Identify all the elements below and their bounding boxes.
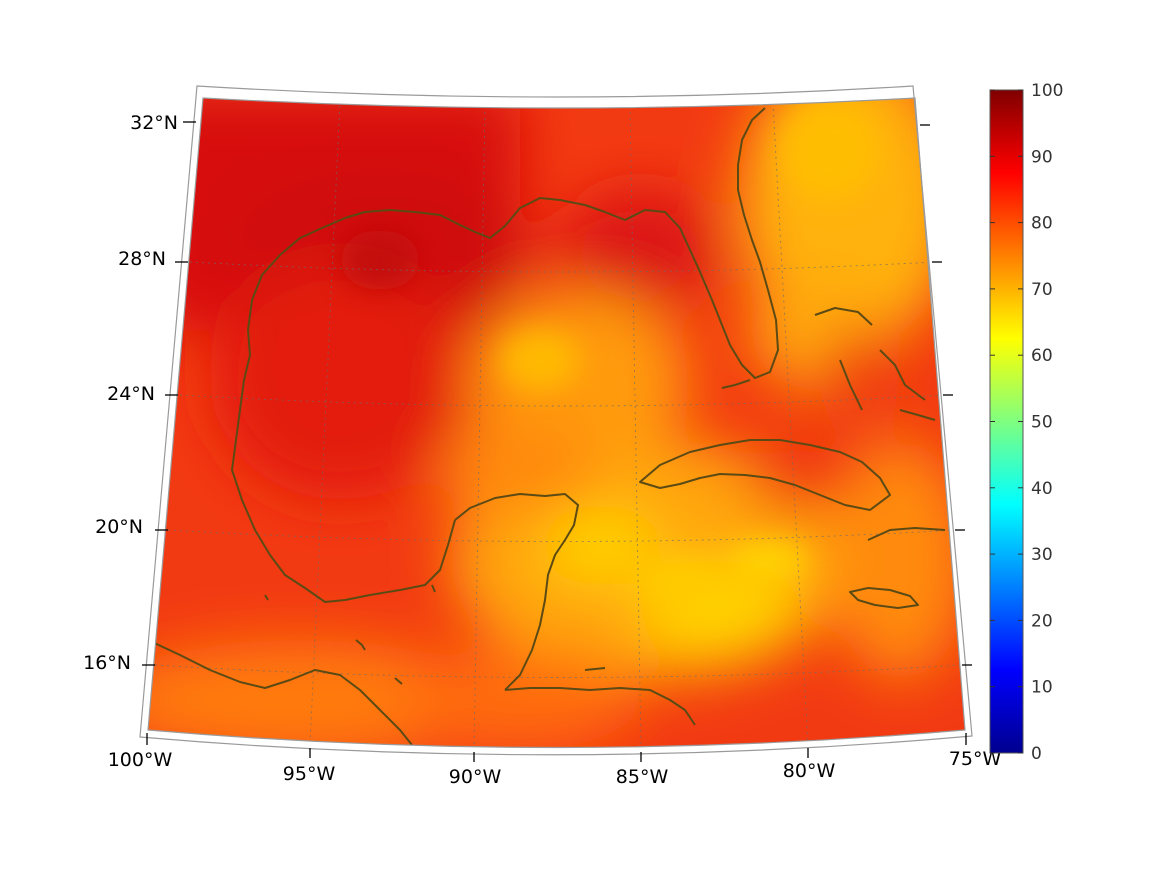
frame-ticks <box>142 121 972 762</box>
colorbar-label-90: 90 <box>1031 147 1053 167</box>
colorbar-label-30: 30 <box>1031 545 1053 565</box>
yucatan-coastline <box>454 493 579 691</box>
lon-label-100w: 100°W <box>108 749 173 771</box>
map-area <box>148 98 965 748</box>
lon-label-95w: 95°W <box>283 763 336 785</box>
longitude-labels: 100°W 95°W 90°W 85°W 80°W 75°W <box>108 748 1002 788</box>
lon-label-75w: 75°W <box>949 748 1002 770</box>
colorbar-label-0: 0 <box>1031 744 1042 764</box>
field-detail <box>340 100 880 600</box>
small-islands <box>264 584 606 685</box>
lat-label-28n: 28°N <box>118 248 166 270</box>
colorbar-label-100: 100 <box>1031 81 1063 101</box>
lat-label-20n: 20°N <box>95 516 143 538</box>
map-frame <box>139 85 973 756</box>
colorbar-label-50: 50 <box>1031 413 1053 433</box>
hispaniola <box>867 527 946 541</box>
colorbar-label-40: 40 <box>1031 479 1053 499</box>
gulf-coastline <box>231 107 779 603</box>
cuba <box>639 439 891 511</box>
colorbar-label-80: 80 <box>1031 214 1053 234</box>
lat-label-24n: 24°N <box>107 383 155 405</box>
jamaica <box>849 587 919 609</box>
lon-label-90w: 90°W <box>449 766 502 788</box>
graticule <box>154 99 963 748</box>
colorbar-label-20: 20 <box>1031 611 1053 631</box>
colorbar-label-10: 10 <box>1031 678 1053 698</box>
coastlines <box>148 107 946 746</box>
lat-label-16n: 16°N <box>83 652 131 674</box>
florida-keys <box>721 379 751 389</box>
pacific-coastline <box>148 639 413 746</box>
lat-label-32n: 32°N <box>130 112 178 134</box>
colorbar-label-60: 60 <box>1031 346 1053 366</box>
colorbar-ticks <box>990 89 1023 754</box>
colorbar-gradient <box>990 90 1023 753</box>
lon-label-80w: 80°W <box>783 760 836 782</box>
lon-label-85w: 85°W <box>616 766 669 788</box>
bahamas <box>814 307 936 421</box>
central-america-coastline <box>504 687 696 726</box>
colorbar-label-70: 70 <box>1031 280 1053 300</box>
latitude-labels: 32°N 28°N 24°N 20°N 16°N <box>83 112 178 674</box>
